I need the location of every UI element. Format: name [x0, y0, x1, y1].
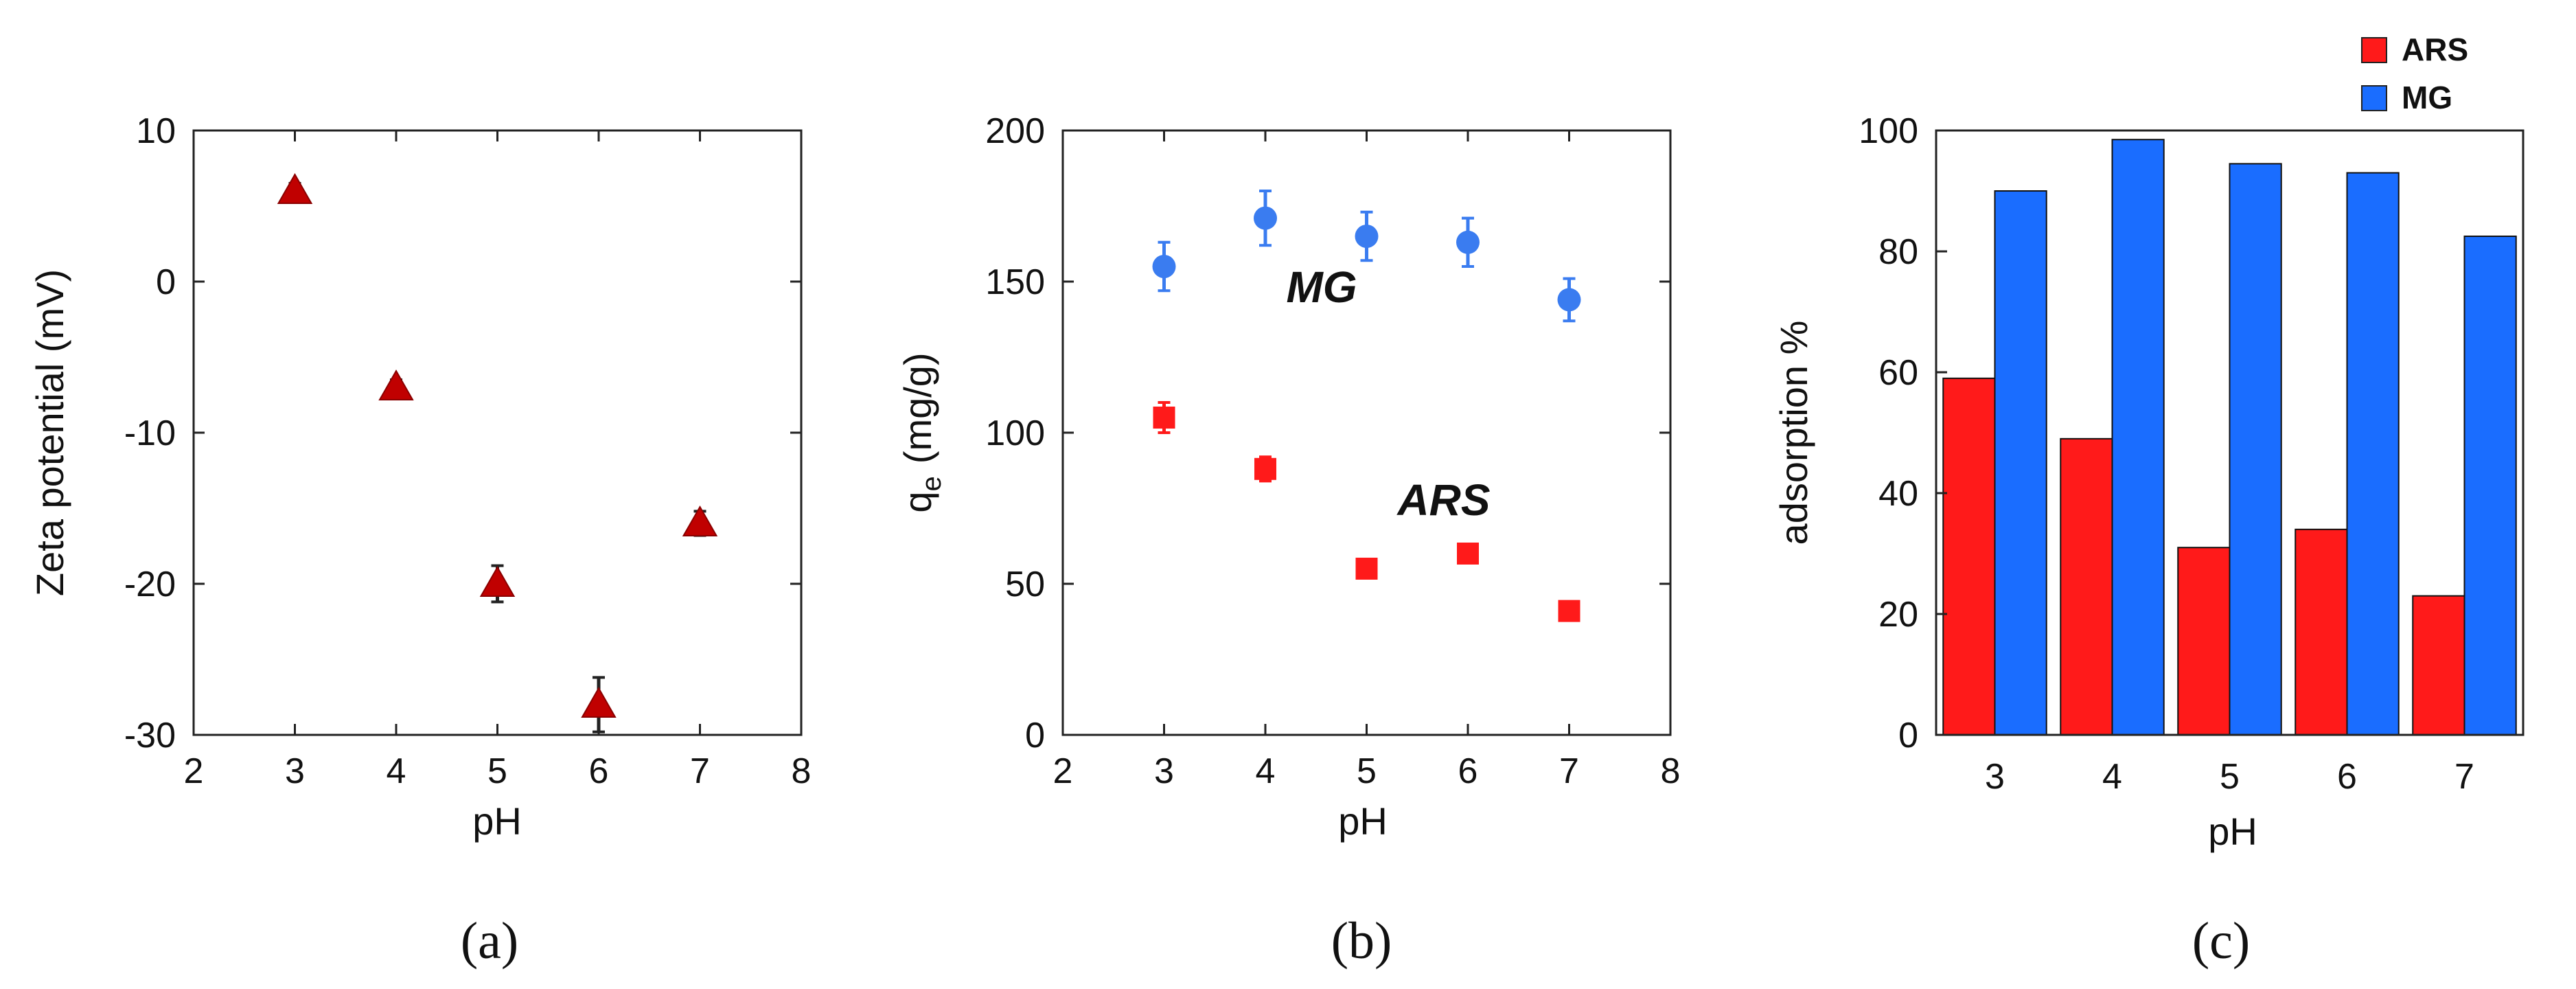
y-tick-label: 200	[985, 111, 1045, 151]
y-tick-label: 40	[1878, 474, 1918, 514]
plot-frame-c	[1935, 129, 2525, 736]
x-tick-label: 3	[1985, 757, 2005, 797]
data-point-ars	[1254, 457, 1276, 480]
y-tick-label: -10	[124, 413, 176, 453]
x-tick-label: 3	[1154, 751, 1174, 791]
x-tick-label: 7	[690, 751, 710, 791]
data-point-mg	[1557, 288, 1581, 312]
x-tick-label: 4	[2102, 757, 2122, 797]
y-tick-label: 150	[985, 262, 1045, 302]
y-tick-label: 60	[1878, 353, 1918, 393]
data-point-ars	[1355, 558, 1378, 580]
x-tick-label: 6	[589, 751, 609, 791]
x-tick-label: 6	[2337, 757, 2357, 797]
x-axis-label-b: pH	[1338, 799, 1388, 843]
legend-label-ars: ARS	[2402, 32, 2468, 67]
x-tick-label: 3	[285, 751, 305, 791]
bar-mg	[2229, 163, 2282, 736]
y-axis-label-a: Zeta potential (mV)	[28, 269, 71, 596]
bar-ars	[2412, 595, 2465, 736]
data-point-zeta	[581, 686, 617, 718]
panel-caption-b: (b)	[1331, 912, 1392, 970]
bar-mg	[2463, 236, 2517, 736]
panel-a-zeta-potential: 2 3 4 5 6 7 8 10 0 -10 -20 -30 pH Zeta potential (…	[28, 111, 811, 970]
data-point-zeta	[277, 172, 313, 204]
data-point-ars	[1457, 543, 1479, 565]
y-tick-label: 20	[1878, 595, 1918, 635]
y-tick-label: -30	[124, 716, 176, 755]
bar-mg	[2346, 172, 2400, 736]
x-tick-label: 8	[792, 751, 812, 791]
y-axis-label-b-unit: (mg/g)	[896, 352, 939, 464]
bar-ars	[2060, 437, 2113, 736]
x-tick-label: 4	[1256, 751, 1276, 791]
panel-caption-a: (a)	[461, 912, 518, 970]
data-point-zeta	[682, 505, 718, 536]
x-tick-label: 7	[2454, 757, 2474, 797]
data-point-ars	[1153, 407, 1175, 429]
y-tick-label: 100	[985, 413, 1045, 453]
y-axis-label-b: qe (mg/g)	[896, 352, 947, 512]
data-point-mg	[1254, 206, 1277, 230]
x-tick-label: 2	[184, 751, 204, 791]
y-tick-label: 0	[1898, 716, 1918, 755]
legend-label-mg: MG	[2402, 80, 2452, 115]
data-point-ars	[1558, 600, 1580, 622]
x-tick-label: 5	[487, 751, 507, 791]
y-tick-label: 50	[1005, 565, 1045, 604]
bar-ars	[2177, 547, 2231, 736]
panel-caption-c: (c)	[2192, 912, 2250, 970]
data-point-zeta	[479, 565, 516, 597]
x-tick-label: 2	[1053, 751, 1073, 791]
y-axis-label-b-symbol: q	[896, 491, 939, 512]
y-tick-label: 100	[1859, 111, 1918, 151]
y-tick-label: 80	[1878, 232, 1918, 272]
legend: ARS MG	[2361, 32, 2468, 115]
y-tick-label: 0	[156, 262, 176, 302]
x-tick-label: 7	[1559, 751, 1579, 791]
x-axis-label-c: pH	[2208, 810, 2257, 853]
bar-ars	[2295, 528, 2348, 736]
plot-frame-a	[192, 129, 803, 736]
bar-mg	[1994, 190, 2047, 736]
bar-mg	[2111, 139, 2165, 736]
data-point-mg	[1152, 255, 1176, 278]
svg-text:qe(mg/g): qe (mg/g)	[896, 352, 947, 512]
y-axis-label-c: adsorption %	[1772, 321, 1815, 545]
x-tick-label: 6	[1458, 751, 1478, 791]
x-tick-label: 5	[1357, 751, 1377, 791]
data-point-mg	[1456, 230, 1480, 254]
data-point-zeta	[378, 369, 414, 400]
y-axis-label-b-subscript: e	[917, 476, 947, 491]
x-tick-label: 8	[1661, 751, 1681, 791]
data-point-mg	[1355, 225, 1379, 248]
y-tick-label: 10	[136, 111, 176, 151]
annotation-mg: MG	[1286, 262, 1357, 312]
legend-swatch-mg	[2361, 85, 2387, 111]
x-tick-label: 4	[387, 751, 406, 791]
x-tick-label: 5	[2220, 757, 2240, 797]
panel-c-adsorption: 3 4 5 6 7 100 80 60 40 20 0 pH adsorption % (c) A…	[1772, 32, 2525, 970]
y-tick-label: 0	[1025, 716, 1045, 755]
y-tick-label: -20	[124, 565, 176, 604]
legend-swatch-ars	[2361, 37, 2387, 63]
x-axis-label-a: pH	[472, 799, 522, 843]
annotation-ars: ARS	[1396, 475, 1490, 525]
bar-ars	[1942, 377, 1996, 736]
